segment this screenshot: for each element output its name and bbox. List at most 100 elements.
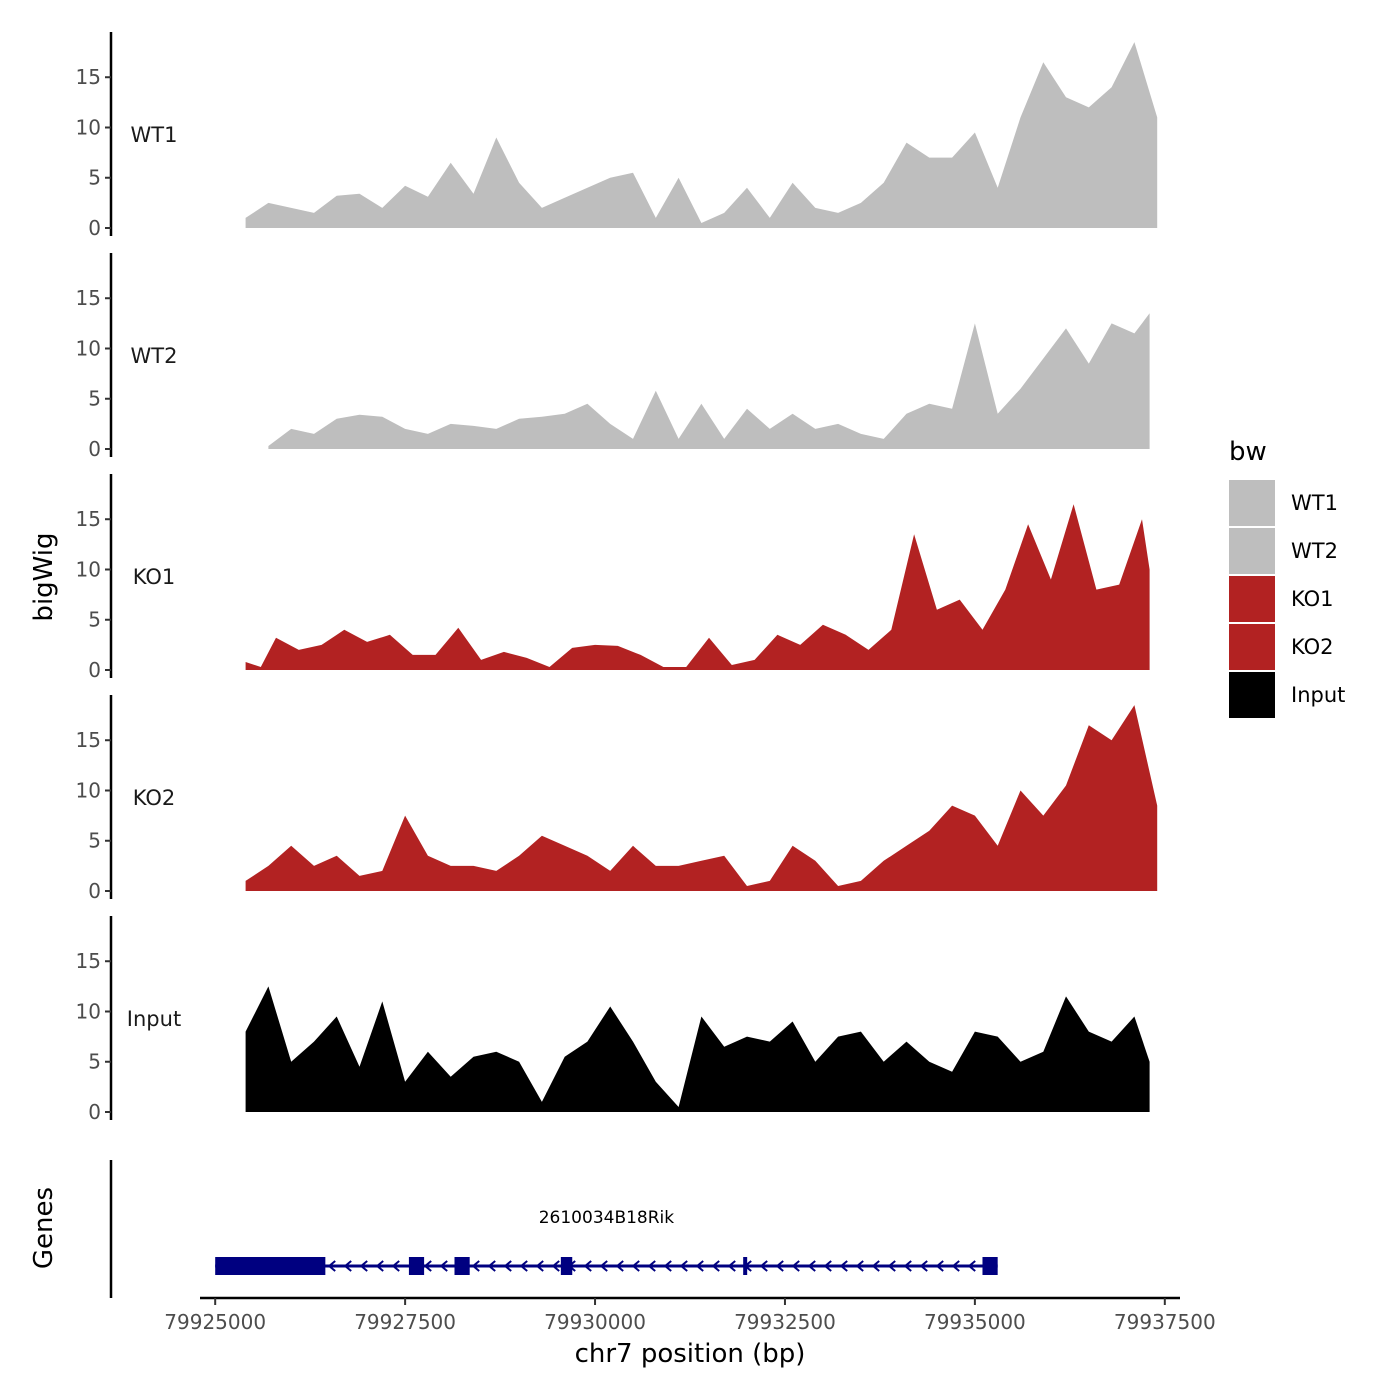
y-tick-label: 10 (76, 115, 101, 139)
gene-exon (454, 1257, 470, 1275)
strand-arrow (855, 1260, 864, 1272)
y-tick-label: 10 (76, 999, 101, 1023)
x-axis-title: chr7 position (bp) (575, 1339, 806, 1369)
legend-swatch-ko1 (1229, 576, 1275, 622)
y-tick-label: 0 (88, 437, 101, 461)
legend-label-ko1: KO1 (1291, 587, 1334, 611)
y-tick-label: 0 (88, 1100, 101, 1124)
y-tick-label: 0 (88, 658, 101, 682)
legend-swatch-input (1229, 672, 1275, 718)
strand-arrow (775, 1260, 784, 1272)
y-axis-title: bigWig (29, 532, 59, 621)
legend-label-ko2: KO2 (1291, 635, 1334, 659)
track-wt2: 0 5 10 15 WT2 (76, 253, 1150, 461)
tracks: 0 5 10 15 WT1 0 5 10 15 WT2 0 5 10 15 KO1 0 5 10 15 KO2 0 5 10… (76, 32, 1158, 1124)
legend-swatch-wt1 (1229, 480, 1275, 526)
x-tick-label: 79937500 (1114, 1310, 1216, 1334)
strand-arrow (839, 1260, 848, 1272)
track-label-wt1: WT1 (131, 123, 178, 147)
strand-arrow (951, 1260, 960, 1272)
strand-arrow (551, 1260, 560, 1272)
area-ko1 (245, 504, 1150, 670)
strand-arrow (711, 1260, 720, 1272)
track-label-wt2: WT2 (131, 344, 178, 368)
strand-arrow (919, 1260, 928, 1272)
strand-arrow (967, 1260, 976, 1272)
track-input: 0 5 10 15 Input (76, 916, 1150, 1124)
strand-arrow (935, 1260, 944, 1272)
y-tick-label: 5 (88, 166, 101, 190)
y-tick-label: 0 (88, 879, 101, 903)
x-tick-label: 79932500 (734, 1310, 836, 1334)
strand-arrow (583, 1260, 592, 1272)
legend-label-input: Input (1291, 683, 1345, 707)
y-tick-label: 15 (76, 728, 101, 752)
area-wt1 (245, 42, 1158, 228)
x-tick-label: 79930000 (544, 1310, 646, 1334)
y-tick-label: 10 (76, 557, 101, 581)
track-label-ko1: KO1 (133, 565, 176, 589)
gene-exon (560, 1257, 573, 1275)
x-tick-label: 79935000 (924, 1310, 1026, 1334)
gene-exon (215, 1257, 326, 1275)
x-tick-label: 79925000 (164, 1310, 266, 1334)
y-tick-label: 0 (88, 216, 101, 240)
strand-arrow (535, 1260, 544, 1272)
strand-arrow (663, 1260, 672, 1272)
gene-name-label: 2610034B18Rik (539, 1208, 675, 1228)
strand-arrow (599, 1260, 608, 1272)
y-tick-label: 5 (88, 608, 101, 632)
strand-arrow (631, 1260, 640, 1272)
legend-swatch-wt2 (1229, 528, 1275, 574)
y-tick-label: 10 (76, 778, 101, 802)
strand-arrow (487, 1260, 496, 1272)
legend-title: bw (1229, 437, 1267, 467)
legend: bw WT1 WT2 KO1 KO2 Input (1229, 437, 1345, 718)
gene-track: 2610034B18Rik (109, 1160, 998, 1298)
track-wt1: 0 5 10 15 WT1 (76, 32, 1158, 240)
legend-label-wt2: WT2 (1291, 539, 1338, 563)
y-tick-label: 10 (76, 336, 101, 360)
track-label-ko2: KO2 (133, 786, 176, 810)
gene-exon (743, 1257, 748, 1275)
legend-label-wt1: WT1 (1291, 491, 1338, 515)
strand-arrow (823, 1260, 832, 1272)
strand-arrow (503, 1260, 512, 1272)
strand-arrow (727, 1260, 736, 1272)
track-ko2: 0 5 10 15 KO2 (76, 695, 1158, 903)
y-tick-label: 15 (76, 65, 101, 89)
strand-arrow (327, 1260, 336, 1272)
x-tick-label: 79927500 (354, 1310, 456, 1334)
strand-arrow (871, 1260, 880, 1272)
strand-arrow (519, 1260, 528, 1272)
strand-arrow (695, 1260, 704, 1272)
strand-arrow (343, 1260, 352, 1272)
area-ko2 (245, 705, 1158, 891)
track-label-input: Input (127, 1007, 181, 1031)
area-input (245, 986, 1150, 1112)
gene-exon (982, 1257, 998, 1275)
strand-arrow (423, 1260, 432, 1272)
strand-arrow (647, 1260, 656, 1272)
strand-arrow (679, 1260, 688, 1272)
strand-arrow (807, 1260, 816, 1272)
legend-swatch-ko2 (1229, 624, 1275, 670)
gene-exon (408, 1257, 425, 1275)
x-axis: 79925000 79927500 79930000 79932500 79935000… (164, 1296, 1216, 1334)
y-tick-label: 15 (76, 286, 101, 310)
y-tick-label: 5 (88, 1050, 101, 1074)
strand-arrow (359, 1260, 368, 1272)
strand-arrow (375, 1260, 384, 1272)
track-ko1: 0 5 10 15 KO1 (76, 474, 1150, 682)
strand-arrow (615, 1260, 624, 1272)
strand-arrow (439, 1260, 448, 1272)
strand-arrow (759, 1260, 768, 1272)
strand-arrow (903, 1260, 912, 1272)
y-tick-label: 15 (76, 949, 101, 973)
y-tick-label: 5 (88, 829, 101, 853)
strand-arrow (471, 1260, 480, 1272)
area-wt2 (268, 313, 1150, 449)
strand-arrow (887, 1260, 896, 1272)
strand-arrow (391, 1260, 400, 1272)
